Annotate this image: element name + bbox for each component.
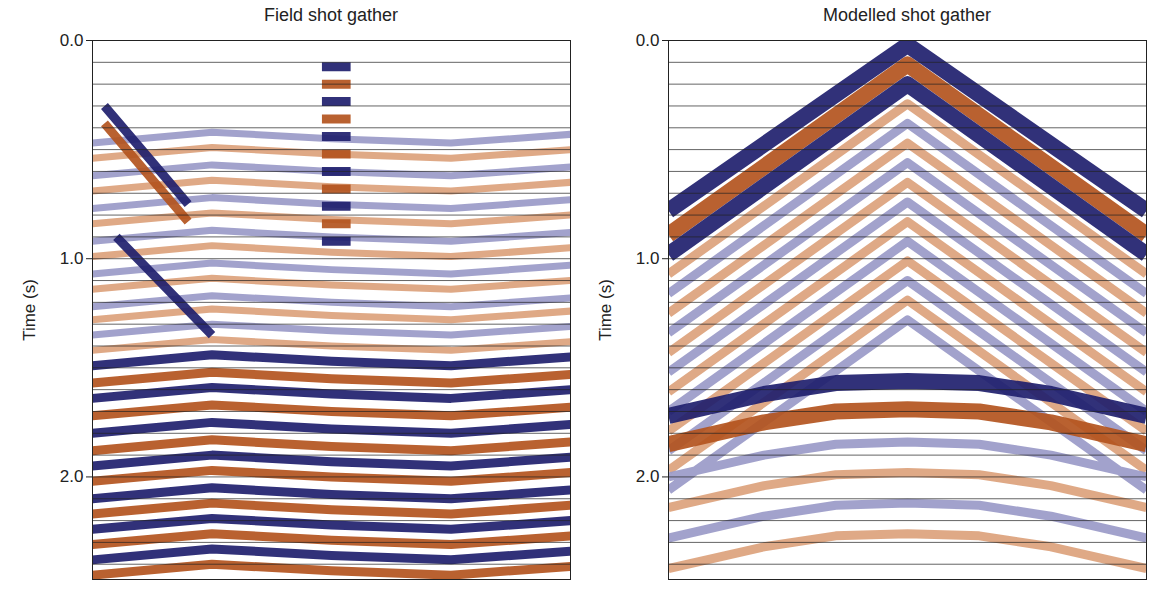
html-text:Field shot gather: Field shot gather: [264, 5, 398, 25]
svg-text:Time (s): Time (s): [596, 279, 615, 341]
svg-text:2.0: 2.0: [60, 467, 84, 486]
svg-text:1.0: 1.0: [636, 249, 660, 268]
svg-text:Time (s): Time (s): [20, 279, 39, 341]
svg-text:2.0: 2.0: [636, 467, 660, 486]
html-text:Modelled shot gather: Modelled shot gather: [822, 5, 991, 25]
svg-text:0.0: 0.0: [60, 31, 84, 50]
svg-text:1.0: 1.0: [60, 249, 84, 268]
svg-text:0.0: 0.0: [636, 31, 660, 50]
